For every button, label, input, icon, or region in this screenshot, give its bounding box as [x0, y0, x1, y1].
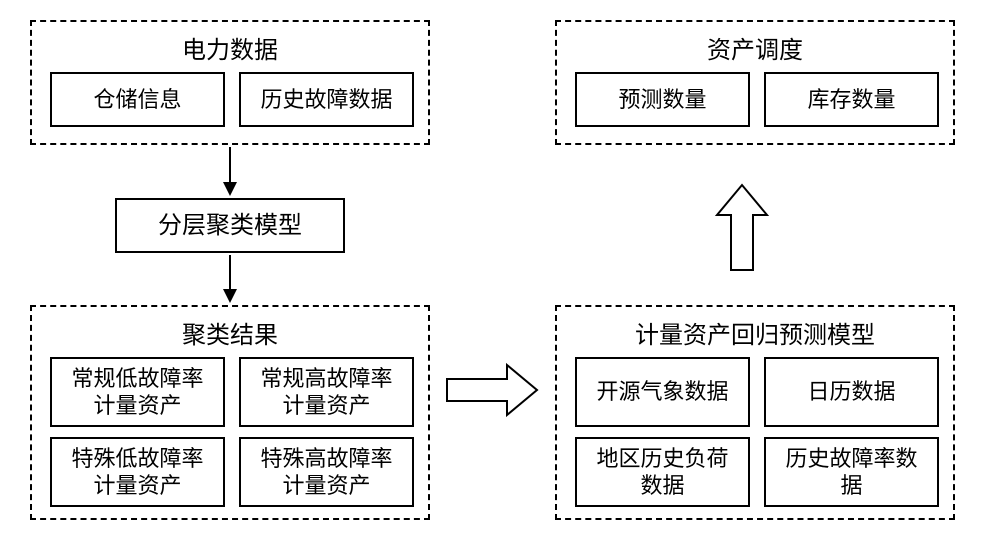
diagram-canvas: 电力数据 仓储信息历史故障数据 资产调度 预测数量库存数量 聚类结果 常规低故障… — [0, 0, 1000, 552]
arrow-block-up — [717, 185, 767, 270]
arrow-block-right — [447, 365, 537, 415]
block-arrows-svg — [0, 0, 1000, 552]
